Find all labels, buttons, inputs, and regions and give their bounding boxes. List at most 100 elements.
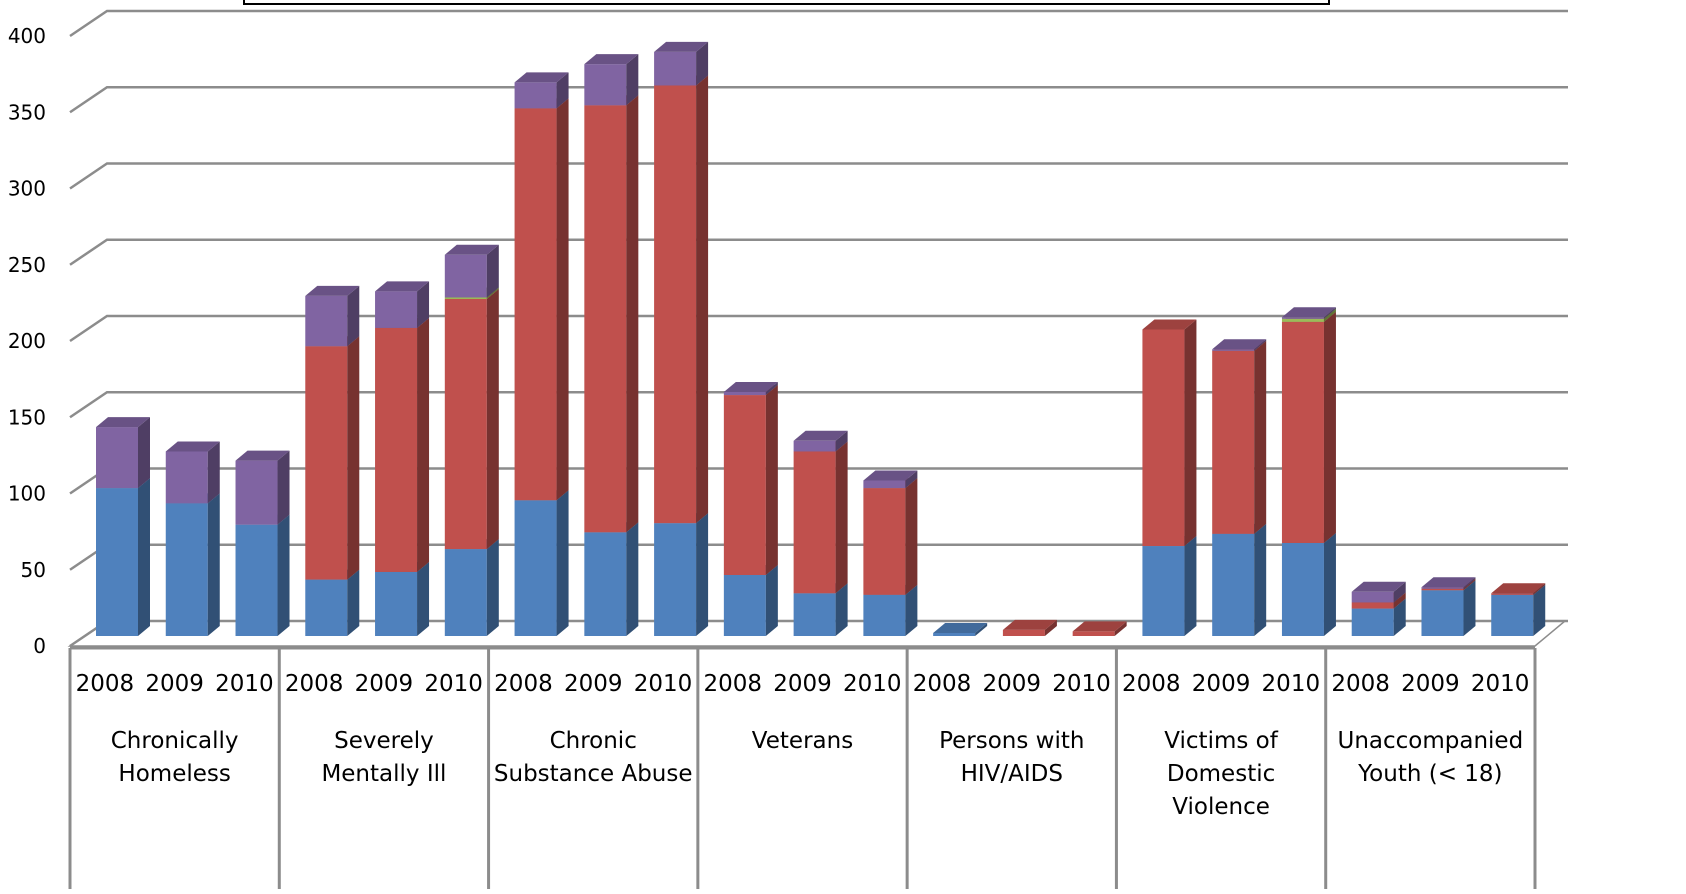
y-tick-label: 250 (8, 253, 46, 277)
bar-side (1463, 578, 1476, 591)
year-label: 2009 (355, 671, 414, 697)
bar-side (1184, 319, 1197, 547)
bar-side (905, 470, 918, 489)
bar-segment (584, 54, 639, 106)
bar-front (654, 523, 697, 636)
bar-side (347, 569, 360, 636)
bar-front (1212, 533, 1255, 636)
bar-segment (1142, 319, 1197, 547)
bar-segment (1212, 340, 1267, 534)
bar-side (138, 478, 150, 636)
year-label: 2009 (773, 671, 832, 697)
bar-top (1072, 621, 1127, 632)
bar-segment (1491, 583, 1546, 595)
bar-side (277, 450, 290, 525)
category-label: Victims of (1164, 728, 1278, 754)
gridline (69, 9, 1568, 38)
bar-top (1421, 577, 1476, 588)
bar-side (347, 336, 360, 580)
top-frame-box (243, 0, 1330, 5)
bar-front (514, 108, 557, 501)
bar-segment (235, 450, 290, 525)
gridline (69, 238, 1568, 266)
bar-front (1421, 587, 1464, 589)
bar-segment (654, 75, 709, 524)
bar-front (1491, 593, 1534, 595)
year-label: 2008 (1122, 671, 1181, 697)
bar-front (235, 524, 278, 636)
bar-side (347, 285, 360, 347)
bar-top (863, 470, 918, 481)
bar-top (933, 622, 988, 633)
bar-top (654, 41, 709, 52)
bar-front (723, 575, 766, 636)
category-label: Violence (1172, 794, 1270, 820)
bar-segment (444, 244, 499, 298)
year-label: 2010 (634, 671, 693, 697)
y-tick-label: 150 (8, 405, 46, 429)
bar-segment (1351, 581, 1406, 603)
bar-segment (723, 385, 778, 575)
bar-segment (723, 382, 778, 396)
bar-front (654, 85, 697, 524)
bar-side (207, 441, 220, 504)
bar-front (375, 327, 418, 572)
year-label: 2010 (1052, 671, 1111, 697)
y-tick-label: 0 (33, 634, 46, 658)
bar-segment (1421, 577, 1476, 589)
bar-top (514, 72, 569, 83)
bar-side (1323, 307, 1336, 319)
gridline (69, 391, 1568, 419)
bar-segment (863, 478, 918, 595)
bar-segment (863, 470, 918, 489)
category-label: Mentally Ill (321, 761, 446, 787)
year-label: 2008 (703, 671, 762, 697)
year-label: 2010 (1471, 671, 1530, 697)
bar-front (1281, 317, 1324, 319)
category-label: Youth (< 18) (1357, 761, 1502, 787)
category-label: Chronic (550, 728, 637, 754)
bar-front (793, 593, 836, 636)
bar-side (1463, 580, 1476, 636)
bar-side (626, 95, 639, 533)
bar-segment (933, 622, 988, 636)
bar-top (1212, 339, 1267, 350)
bar-segment (305, 336, 360, 580)
year-label: 2009 (1401, 671, 1460, 697)
bar-segment (375, 317, 430, 572)
bar-side (277, 514, 290, 636)
bar-segment (1281, 532, 1336, 636)
bar-side (417, 561, 430, 636)
category-axis-table: 2008 2009 2010 Chronically Homeless 2008 2009 2… (68, 646, 1537, 889)
bar-top (1491, 583, 1546, 594)
year-label: 2009 (1192, 671, 1251, 697)
bar-top (1142, 319, 1197, 330)
bar-segment (235, 514, 290, 636)
bar-segment (305, 569, 360, 636)
category-label: Substance Abuse (494, 761, 693, 787)
bar-segment (1072, 621, 1127, 636)
y-tick-label: 50 (21, 558, 46, 582)
bar-front (1281, 542, 1324, 636)
bar-top (793, 430, 848, 441)
bar-front (235, 460, 278, 525)
bar-front (933, 632, 976, 636)
bar-segment (375, 561, 430, 636)
y-tick-label: 350 (8, 100, 46, 124)
category-label: Chronically (111, 728, 239, 754)
bar-top (1281, 307, 1336, 318)
bar-top (584, 54, 639, 65)
bar-front (584, 105, 627, 533)
bar-segment (654, 41, 709, 86)
bar-front (723, 392, 766, 396)
bar-side (486, 244, 499, 298)
category-label: Unaccompanied (1338, 728, 1524, 754)
y-tick-label: 400 (8, 24, 46, 48)
bar-top (96, 417, 150, 428)
bar-segment (514, 72, 569, 109)
bar-side (696, 75, 709, 524)
bar-side (1254, 523, 1267, 636)
bar-side (765, 565, 778, 636)
bar-side (905, 478, 918, 595)
